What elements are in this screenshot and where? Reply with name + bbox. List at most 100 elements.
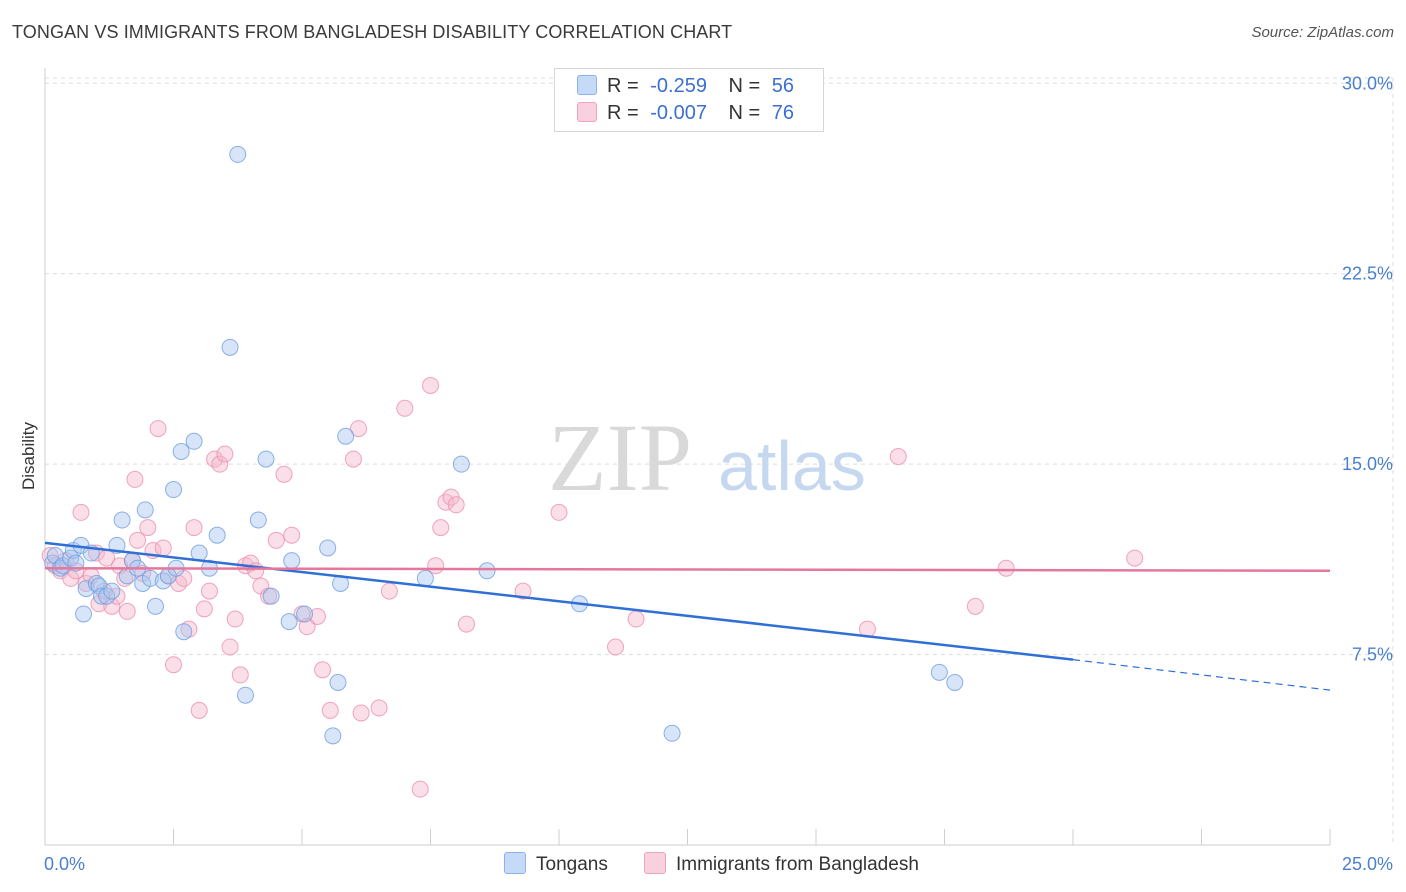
bangladesh-point [514, 582, 532, 600]
series-label-bangladesh: Immigrants from Bangladesh [676, 854, 919, 875]
correlation-legend: R = -0.259 N = 56 R = -0.007 N = 76 [554, 68, 824, 132]
bangladesh-point [190, 701, 208, 719]
tongan-point [172, 442, 190, 460]
tongan-point [136, 501, 154, 519]
bangladesh-point [437, 493, 455, 511]
bangladesh-point [396, 399, 414, 417]
tongan-point [283, 552, 301, 570]
bangladesh-point [139, 519, 157, 537]
y-tick-label: 15.0% [1342, 454, 1393, 474]
tongan-trend-extension [1072, 659, 1331, 691]
bangladesh-point [275, 465, 293, 483]
tongan-point [262, 587, 280, 605]
tongan-point [280, 613, 298, 631]
tongan-point [175, 623, 193, 641]
watermark-atlas: atlas [718, 427, 866, 505]
tongan-point [103, 582, 121, 600]
tongan-point [478, 562, 496, 580]
series-swatch-tongans [504, 852, 526, 874]
y-tick-label: 30.0% [1342, 73, 1393, 93]
legend-r-label: R = [607, 102, 639, 124]
tongan-point [946, 674, 964, 692]
bangladesh-point [607, 638, 625, 656]
tongan-point [87, 574, 105, 592]
bangladesh-point [211, 455, 229, 473]
y-axis-label: Disability [19, 421, 38, 490]
series-legend: Tongans Immigrants from Bangladesh [0, 852, 1406, 878]
legend-r-label: R = [607, 75, 639, 97]
y-tick-label: 7.5% [1352, 645, 1393, 665]
tongan-point [113, 511, 131, 529]
tongan-point [154, 572, 172, 590]
tongan-point [324, 727, 342, 745]
tongan-point [77, 580, 95, 598]
tongan-point [930, 663, 948, 681]
bangladesh-point [298, 618, 316, 636]
tongan-point [165, 481, 182, 499]
trend-lines [44, 541, 1331, 691]
tick-labels: 7.5% 15.0% 22.5% 30.0% 0.0% 25.0% [44, 73, 1393, 874]
bangladesh-points [41, 376, 1144, 798]
bangladesh-point [267, 531, 285, 549]
tongan-point [337, 427, 355, 445]
bangladesh-point [627, 610, 645, 628]
tongan-point [257, 450, 275, 468]
x-tick-label: 25.0% [1342, 854, 1393, 874]
bangladesh-point [432, 519, 450, 537]
bangladesh-point [422, 376, 439, 394]
bangladesh-point [216, 445, 234, 463]
bangladesh-point [206, 450, 224, 468]
tongan-point [221, 338, 239, 356]
watermark-zip: ZIP [548, 404, 692, 511]
legend-n-label: N = [728, 75, 761, 97]
tongan-point [249, 511, 267, 529]
bangladesh-point [103, 597, 121, 615]
tongan-point [663, 724, 681, 742]
bangladesh-point [180, 620, 198, 638]
axes [44, 68, 1331, 846]
bangladesh-point [118, 602, 136, 620]
bangladesh-point [221, 638, 239, 656]
bangladesh-point [129, 531, 147, 549]
bangladesh-point [126, 470, 144, 488]
legend-swatch-tongans [577, 75, 597, 95]
tongan-point [236, 686, 254, 704]
bangladesh-point [411, 780, 429, 798]
tongan-point [147, 597, 165, 615]
legend-r-value: -0.259 [650, 75, 707, 97]
tongan-trend-line [44, 541, 1074, 661]
tongan-point [329, 674, 347, 692]
tongan-point [452, 455, 470, 473]
bangladesh-point [447, 496, 465, 514]
tongan-point [208, 526, 226, 544]
bangladesh-point [116, 569, 134, 587]
bangladesh-point [350, 420, 368, 438]
bangladesh-point [165, 656, 182, 674]
legend-r-value: -0.007 [650, 102, 707, 124]
source-credit: Source: ZipAtlas.com [1251, 24, 1394, 41]
tongan-point [416, 569, 434, 587]
bangladesh-point [200, 582, 218, 600]
bangladesh-point [1126, 549, 1144, 567]
bangladesh-point [185, 519, 203, 537]
bangladesh-point [154, 539, 172, 557]
bangladesh-point [108, 587, 126, 605]
tongan-point [185, 432, 203, 450]
legend-n-value: 76 [771, 102, 795, 124]
series-swatch-bangladesh [644, 852, 666, 874]
bangladesh-point [966, 597, 984, 615]
bangladesh-point [352, 704, 370, 722]
bangladesh-trend-line [44, 567, 1331, 573]
tongan-point [75, 605, 93, 623]
bangladesh-point [344, 450, 362, 468]
bangladesh-point [380, 582, 398, 600]
bangladesh-point [889, 448, 907, 466]
bangladesh-point [231, 666, 249, 684]
tongan-point [296, 605, 314, 623]
chart-title: TONGAN VS IMMIGRANTS FROM BANGLADESH DIS… [12, 22, 733, 42]
bangladesh-point [370, 699, 388, 717]
tongan-point [93, 587, 111, 605]
bangladesh-point [149, 420, 167, 438]
y-tick-label: 22.5% [1342, 264, 1393, 284]
